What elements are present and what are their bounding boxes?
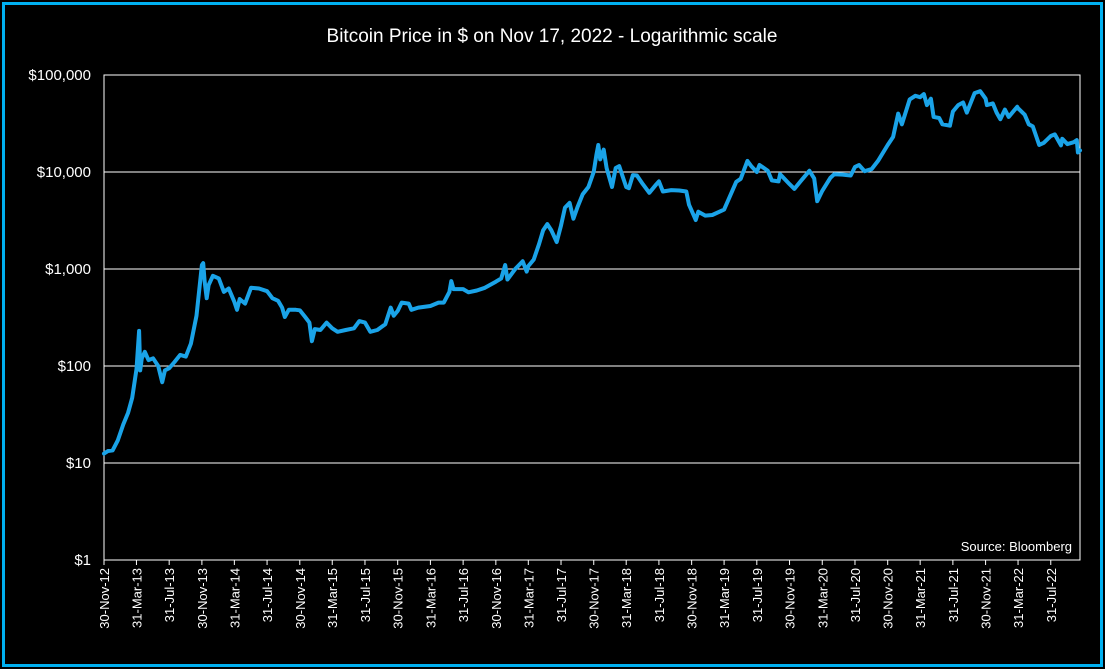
x-tick-label: 31-Jul-22 — [1044, 568, 1059, 622]
x-axis: 30-Nov-12 31-Mar-13 31-Jul-13 30-Nov-13 31-M… — [97, 560, 1059, 629]
x-tick-label: 31-Jul-13 — [162, 568, 177, 622]
x-tick-label: 31-Jul-18 — [652, 568, 667, 622]
x-tick-label: 31-Jul-15 — [358, 568, 373, 622]
x-tick-label: 31-Jul-19 — [750, 568, 765, 622]
x-tick-label: 31-Mar-13 — [129, 568, 144, 628]
source-annotation: Source: Bloomberg — [961, 539, 1072, 554]
x-tick-label: 31-Mar-14 — [227, 568, 242, 628]
x-tick-label: 31-Mar-20 — [815, 568, 830, 628]
x-tick-label: 30-Nov-14 — [293, 568, 308, 629]
y-tick-label: $1,000 — [45, 261, 91, 278]
x-tick-label: 31-Mar-22 — [1011, 568, 1026, 628]
y-tick-label: $10 — [66, 455, 91, 472]
x-tick-label: 30-Nov-20 — [881, 568, 896, 629]
x-tick-label: 30-Nov-17 — [587, 568, 602, 629]
x-tick-label: 31-Jul-17 — [554, 568, 569, 622]
x-tick-label: 31-Mar-15 — [325, 568, 340, 628]
y-tick-label: $10,000 — [37, 164, 91, 181]
x-tick-label: 31-Mar-18 — [619, 568, 634, 628]
x-tick-label: 31-Jul-14 — [260, 568, 275, 622]
gridlines — [104, 171, 1080, 464]
y-axis: $1 $10 $100 $1,000 $10,000 $100,000 — [28, 67, 91, 569]
plot-area — [103, 74, 1081, 561]
x-tick-label: 31-Mar-19 — [717, 568, 732, 628]
x-tick-label: 30-Nov-19 — [783, 568, 798, 629]
y-tick-label: $100 — [58, 358, 91, 375]
x-tick-label: 30-Nov-15 — [391, 568, 406, 629]
x-tick-label: 30-Nov-18 — [685, 568, 700, 629]
x-tick-label: 30-Nov-13 — [195, 568, 210, 629]
x-tick-label: 30-Nov-16 — [489, 568, 504, 629]
x-tick-label: 31-Mar-16 — [423, 568, 438, 628]
y-tick-label: $100,000 — [28, 67, 91, 84]
x-tick-label: 30-Nov-12 — [97, 568, 112, 629]
y-tick-label: $1 — [74, 552, 91, 569]
x-tick-label: 31-Mar-17 — [521, 568, 536, 628]
chart-title: Bitcoin Price in $ on Nov 17, 2022 - Log… — [327, 26, 778, 47]
x-tick-label: 31-Jul-21 — [946, 568, 961, 622]
bitcoin-price-line — [102, 89, 1082, 456]
x-tick-label: 31-Jul-16 — [456, 568, 471, 622]
x-tick-label: 31-Mar-21 — [913, 568, 928, 628]
x-tick-label: 30-Nov-21 — [979, 568, 994, 629]
x-tick-label: 31-Jul-20 — [848, 568, 863, 622]
